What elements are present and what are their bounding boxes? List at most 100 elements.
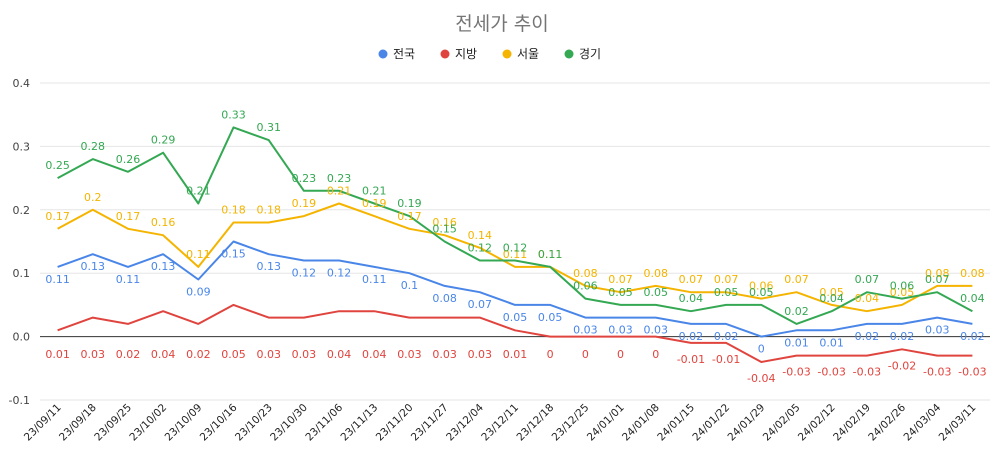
data-label: 0.05 [890,286,915,299]
legend-label: 전국 [393,47,415,61]
legend-swatch [564,49,574,59]
series-line [57,240,973,338]
data-label: -0.01 [712,353,740,366]
data-label: 0.15 [432,223,457,236]
x-tick-label: 24/02/05 [761,402,803,444]
data-label: 0.04 [819,292,844,305]
x-tick-label: 23/11/06 [303,401,345,443]
legend-swatch [502,49,512,59]
data-label: 0.05 [503,311,528,324]
data-label: 0.03 [468,348,493,361]
x-tick-label: 23/10/30 [268,402,310,444]
x-tick-label: 23/11/20 [374,402,416,444]
data-label: 0.05 [538,311,563,324]
data-label: 0.17 [45,210,70,223]
data-label: 0.02 [890,330,915,343]
data-label: 0.13 [256,260,281,273]
y-tick-label: 0.2 [13,204,31,217]
data-label: 0.29 [151,134,176,147]
data-label: 0.28 [81,140,106,153]
data-label: 0.11 [45,273,70,286]
series-line [57,202,973,313]
data-label: 0.09 [186,286,211,299]
data-label: -0.03 [782,366,810,379]
data-label: 0 [547,348,554,361]
data-label: 0.33 [221,108,246,121]
data-label: 0.02 [960,330,985,343]
data-label: 0.23 [292,172,317,185]
data-label: 0.19 [397,197,422,210]
data-label: 0.05 [749,286,774,299]
data-label: -0.04 [747,372,775,385]
data-label: 0.03 [81,348,106,361]
data-label: 0.02 [784,305,809,318]
x-tick-label: 23/12/11 [479,402,521,444]
data-label: 0.05 [714,286,739,299]
legend-swatch [440,49,450,59]
data-label: 0 [758,343,765,356]
x-tick-label: 24/01/22 [690,402,732,444]
gridlines [40,82,990,401]
data-label: 0.04 [679,292,704,305]
data-label: 0.04 [151,348,176,361]
data-label: 0.03 [573,324,598,337]
data-label: 0.03 [256,348,281,361]
data-label: 0 [582,348,589,361]
data-label: 0.13 [151,260,176,273]
data-label: 0.01 [819,336,844,349]
x-tick-label: 24/01/08 [620,402,662,444]
data-label: 0 [617,348,624,361]
data-label: 0.19 [292,197,317,210]
y-tick-label: 0.1 [13,267,31,280]
data-label: 0.08 [643,267,668,280]
y-tick-label: 0.4 [13,77,31,90]
data-label: 0.04 [362,348,387,361]
data-label: 0.11 [503,248,528,261]
data-label: 0.03 [643,324,668,337]
data-label: 0.11 [538,248,563,261]
data-label: 0.02 [714,330,739,343]
data-label: 0.15 [221,248,246,261]
x-tick-label: 23/10/16 [198,401,240,443]
data-label: 0.17 [116,210,141,223]
data-label: 0.06 [890,280,915,293]
x-tick-label: 24/03/04 [902,401,944,443]
data-label: 0.21 [327,184,352,197]
data-label: 0.23 [327,172,352,185]
x-tick-label: 24/03/11 [937,402,979,444]
x-tick-label: 23/11/27 [409,402,451,444]
data-label: 0.14 [468,229,493,242]
legend-swatch [378,49,388,59]
data-label: 0.08 [960,267,985,280]
x-tick-label: 23/09/25 [92,402,134,444]
data-label: 0.01 [45,348,70,361]
data-label: 0.04 [855,292,880,305]
data-label: 0.02 [679,330,704,343]
x-tick-label: 23/10/02 [127,402,169,444]
data-label: 0.18 [221,203,246,216]
data-label: 0.21 [186,184,211,197]
data-label: 0.07 [855,273,880,286]
data-label: 0.04 [327,348,352,361]
legend: 전국 지방 서울 경기 [378,47,601,61]
series-line [57,126,973,325]
x-tick-label: 23/10/09 [163,402,205,444]
data-label: 0.11 [538,248,563,261]
data-label: 0.16 [432,216,457,229]
data-label: 0 [652,348,659,361]
data-label: -0.03 [853,366,881,379]
data-label: 0.11 [186,248,211,261]
y-tick-label: 0.3 [13,140,31,153]
data-label: 0.03 [432,348,457,361]
data-label: 0.05 [608,286,633,299]
data-label: -0.01 [677,353,705,366]
data-label: 0.07 [714,273,739,286]
data-label: 0.1 [401,279,419,292]
x-tick-label: 23/12/25 [550,402,592,444]
data-label: 0.06 [573,280,598,293]
x-tick-label: 24/01/29 [726,402,768,444]
data-label: 0.07 [468,298,493,311]
data-label: 0.12 [503,242,528,255]
data-label: 0.07 [608,273,633,286]
